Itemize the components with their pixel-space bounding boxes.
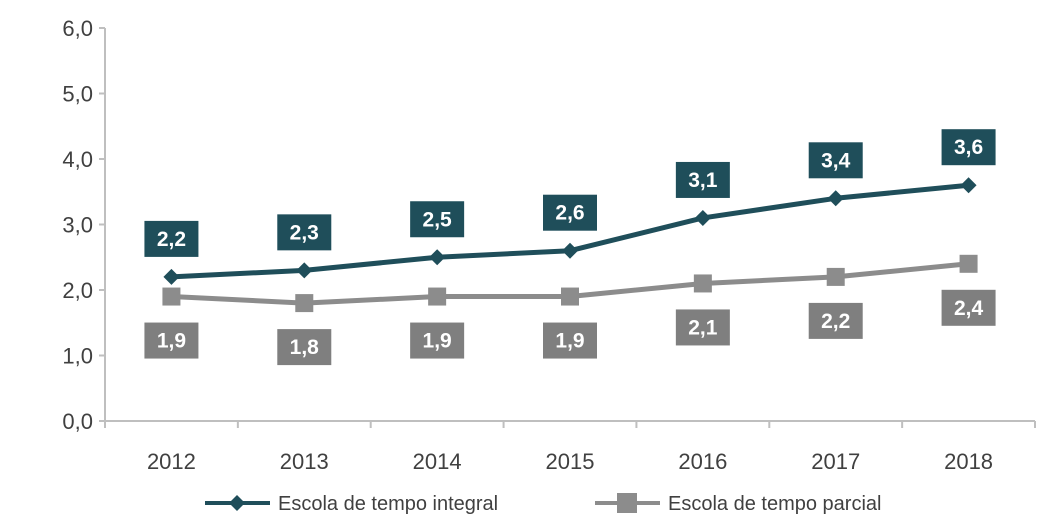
point-marker-parcial — [428, 287, 447, 306]
data-label-integral: 3,6 — [954, 136, 983, 159]
data-label-integral: 2,2 — [157, 228, 186, 251]
y-tick-label: 2,0 — [62, 278, 93, 303]
legend-label-integral: Escola de tempo integral — [278, 493, 498, 515]
data-label-box-integral — [941, 129, 996, 166]
point-marker-parcial — [826, 267, 845, 286]
legend-label-parcial: Escola de tempo parcial — [668, 493, 881, 515]
data-label-integral: 3,1 — [688, 169, 718, 192]
x-tick-label: 2012 — [147, 449, 196, 474]
point-marker-integral — [429, 249, 446, 266]
axes: 0,0 1,0 2,0 3,0 4,0 5,0 6,0 2012 2013 2014 2015 201… — [62, 16, 1036, 474]
y-tick-label: 4,0 — [62, 147, 93, 172]
point-marker-parcial — [693, 274, 712, 293]
point-marker-parcial — [561, 287, 579, 306]
y-tick-label: 0,0 — [62, 409, 93, 434]
y-tick-label: 6,0 — [62, 16, 93, 41]
point-marker-integral — [827, 190, 844, 207]
data-label-box-integral — [543, 194, 597, 231]
data-label-box-parcial — [543, 322, 597, 359]
data-label-box-parcial — [410, 322, 465, 359]
point-marker-integral — [163, 268, 180, 285]
data-label-box-parcial — [675, 309, 730, 346]
data-label-box-parcial — [808, 302, 863, 339]
x-tick-label: 2017 — [811, 449, 860, 474]
data-label-parcial: 1,8 — [290, 336, 320, 359]
data-label-parcial: 1,9 — [157, 330, 186, 353]
data-label-integral: 2,5 — [423, 208, 453, 231]
x-tick-label: 2014 — [413, 449, 462, 474]
point-marker-parcial — [162, 287, 181, 306]
point-marker-integral — [562, 242, 578, 259]
x-tick-label: 2018 — [944, 449, 993, 474]
data-labels: 2,2 2,3 2,5 2,6 3,1 3,4 3,6 1,9 1,8 1,9 1,9 2,1 2,2 2… — [144, 129, 996, 366]
data-label-integral: 2,3 — [290, 221, 319, 244]
data-label-integral: 2,6 — [555, 202, 584, 225]
data-label-box-integral — [675, 161, 730, 198]
legend-item-parcial: Escola de tempo parcial — [595, 493, 881, 515]
data-label-box-parcial — [941, 289, 996, 326]
legend: Escola de tempo integral Escola de tempo… — [205, 493, 881, 515]
data-label-integral: 3,4 — [821, 149, 851, 172]
x-tick-label: 2015 — [546, 449, 595, 474]
y-tick-label: 1,0 — [62, 344, 93, 369]
data-label-box-integral — [808, 142, 863, 179]
point-marker-parcial — [295, 294, 314, 313]
legend-marker-integral — [229, 495, 245, 511]
legend-marker-parcial — [617, 493, 637, 513]
data-label-parcial: 1,9 — [555, 330, 584, 353]
data-label-box-parcial — [277, 329, 332, 366]
legend-item-integral: Escola de tempo integral — [205, 493, 498, 515]
data-label-box-parcial — [144, 322, 199, 359]
y-tick-label: 3,0 — [62, 213, 93, 238]
data-label-box-integral — [410, 201, 465, 238]
point-marker-integral — [296, 262, 313, 279]
data-label-parcial: 2,2 — [821, 310, 850, 333]
point-marker-integral — [694, 209, 711, 226]
data-label-box-integral — [144, 220, 199, 257]
series-lines — [162, 177, 978, 313]
data-label-parcial: 1,9 — [423, 330, 452, 353]
point-marker-integral — [960, 177, 977, 194]
x-tick-label: 2016 — [678, 449, 727, 474]
data-label-parcial: 2,4 — [954, 297, 984, 320]
point-marker-parcial — [959, 254, 978, 273]
x-tick-label: 2013 — [280, 449, 329, 474]
data-label-box-integral — [277, 214, 332, 251]
y-tick-label: 5,0 — [62, 82, 93, 107]
data-label-parcial: 2,1 — [688, 316, 718, 339]
